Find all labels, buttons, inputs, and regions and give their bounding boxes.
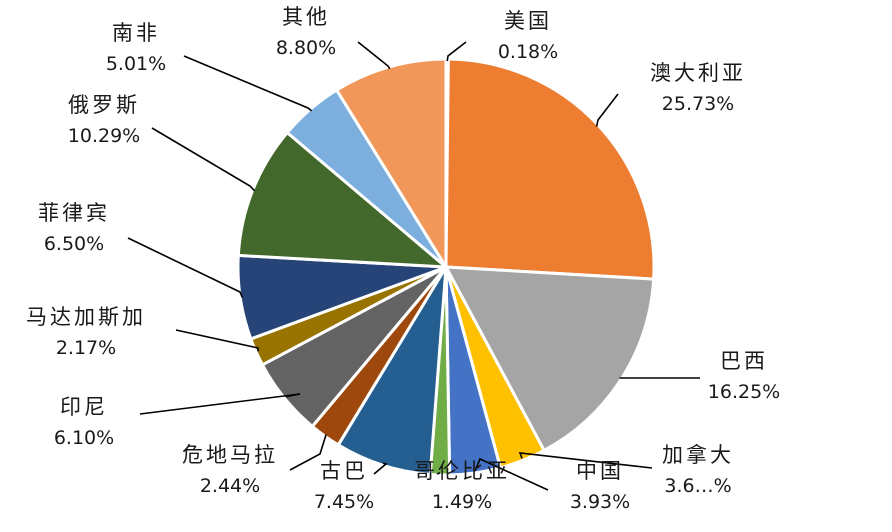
leader-line bbox=[436, 472, 441, 475]
slice-label-value: 25.73% bbox=[662, 93, 734, 115]
slice-label-name: 哥伦比亚 bbox=[414, 459, 510, 483]
slice-label-value: 1.49% bbox=[432, 491, 492, 513]
slice-label-value: 2.17% bbox=[56, 337, 116, 359]
slice-label-name: 印尼 bbox=[60, 395, 108, 419]
slice-label-value: 0.18% bbox=[498, 41, 558, 63]
slice-label-value: 16.25% bbox=[708, 381, 780, 403]
leader-line bbox=[474, 457, 549, 491]
leader-line bbox=[151, 127, 256, 192]
leader-line bbox=[373, 462, 388, 475]
slice-label-value: 6.10% bbox=[54, 427, 114, 449]
slice-label-name: 美国 bbox=[504, 9, 552, 33]
pie-slices bbox=[236, 57, 656, 477]
leader-line bbox=[175, 329, 259, 352]
leader-line bbox=[446, 41, 467, 62]
leader-line bbox=[183, 55, 313, 112]
slice-label-value: 2.44% bbox=[200, 475, 260, 497]
slice-label-name: 危地马拉 bbox=[182, 443, 278, 467]
slice-label-name: 马达加斯加 bbox=[26, 305, 146, 329]
leader-line bbox=[595, 93, 619, 127]
slice-label-name: 巴西 bbox=[720, 349, 768, 373]
slice-label-name: 澳大利亚 bbox=[650, 61, 746, 85]
leader-line bbox=[518, 452, 653, 469]
leader-line bbox=[127, 237, 244, 298]
slice-label-value: 5.01% bbox=[106, 53, 166, 75]
leader-line bbox=[357, 41, 391, 70]
pie-slice bbox=[444, 57, 656, 281]
slice-label-name: 南非 bbox=[112, 21, 160, 45]
leader-lines bbox=[127, 41, 700, 491]
slice-label-name: 其他 bbox=[282, 5, 330, 29]
slice-label-value: 6.50% bbox=[44, 233, 104, 255]
leader-line bbox=[139, 393, 301, 415]
slice-label-value: 10.29% bbox=[68, 125, 140, 147]
slice-label-name: 俄罗斯 bbox=[68, 93, 140, 117]
slice-label-value: 7.45% bbox=[314, 491, 374, 513]
slice-label-name: 菲律宾 bbox=[38, 201, 110, 225]
leader-line bbox=[289, 434, 327, 471]
slice-labels: 美国 0.18% 澳大利亚 25.73% 巴西 16.25% 加拿大 3.6…% 中国 3.93%… bbox=[26, 5, 780, 513]
slice-label-name: 古巴 bbox=[320, 459, 368, 483]
slice-label-value: 3.93% bbox=[570, 491, 630, 513]
slice-label-name: 加拿大 bbox=[662, 443, 734, 467]
slice-label-value: 8.80% bbox=[276, 37, 336, 59]
pie-slice bbox=[336, 265, 448, 476]
pie-slice bbox=[444, 265, 656, 452]
slice-label-value: 3.6…% bbox=[664, 475, 731, 497]
slice-label-name: 中国 bbox=[576, 459, 624, 483]
